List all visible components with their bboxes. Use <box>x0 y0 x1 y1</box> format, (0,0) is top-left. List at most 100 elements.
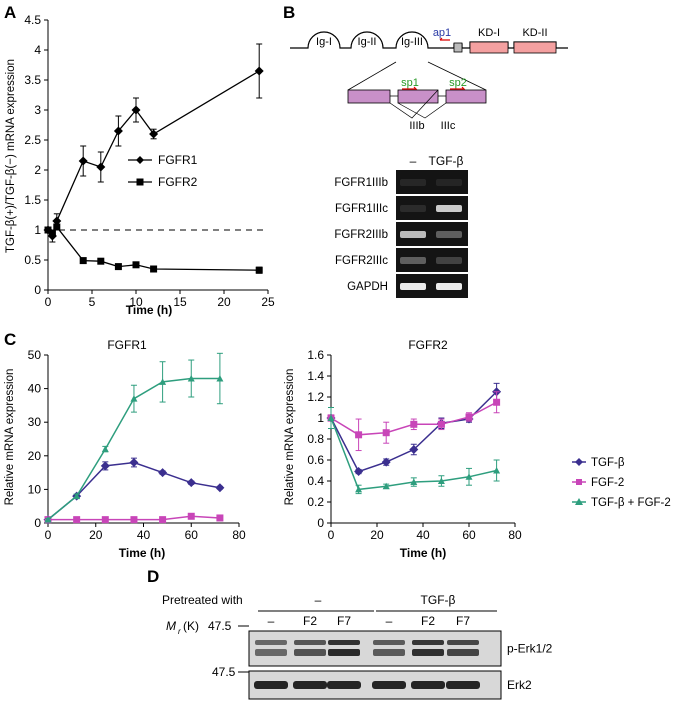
blot-band <box>412 640 444 645</box>
chart-c1-axes: 0 20 40 60 80 0 10 20 30 40 50 <box>28 348 246 542</box>
primer-sp-arrows <box>402 86 466 90</box>
data-point <box>159 516 167 524</box>
panel-label-b: B <box>283 3 295 22</box>
x-tick-label: 60 <box>185 528 199 542</box>
splice-lines <box>389 89 447 119</box>
gel-band <box>436 257 462 264</box>
data-point <box>97 257 105 265</box>
legend-c-tgfb: TGF-β <box>591 457 625 469</box>
exon-b <box>397 89 439 104</box>
x-tick-label: 0 <box>328 528 335 542</box>
y-tick-label: 4 <box>34 43 41 57</box>
x-tick-label: 10 <box>129 295 143 309</box>
y-tick-label: 1 <box>34 223 41 237</box>
lane-label: – <box>386 614 393 628</box>
pretreated-label: Pretreated with <box>162 593 243 607</box>
data-point <box>130 395 138 402</box>
panel-label-d: D <box>147 567 159 586</box>
chart-c2-marks <box>326 382 502 495</box>
group-label-tgfb: TGF-β <box>421 593 456 607</box>
data-point <box>215 483 225 493</box>
gel-band <box>436 283 462 290</box>
lane-label: F7 <box>456 614 470 628</box>
domain-ig1: Ig-I <box>316 36 332 48</box>
chart-c2-xlabel: Time (h) <box>400 546 446 560</box>
blot-band <box>372 681 406 689</box>
chart-c-fgfr1: FGFR1 Relative mRNA expression Time (h) … <box>4 338 246 560</box>
blot-band <box>411 681 445 689</box>
blot-band <box>328 649 360 656</box>
x-tick-label: 15 <box>173 295 187 309</box>
data-point <box>53 223 61 231</box>
data-point <box>129 458 139 468</box>
mr-label-m: M <box>166 619 176 633</box>
data-point <box>437 477 445 484</box>
data-point <box>187 512 195 520</box>
panel-label-a: A <box>4 3 16 22</box>
blot-band <box>294 640 326 645</box>
gel-band <box>400 231 426 238</box>
lane-label: – <box>268 614 275 628</box>
primer-sp2: sp2 <box>449 77 467 89</box>
data-point <box>44 516 52 523</box>
x-tick-label: 5 <box>89 295 96 309</box>
series-line <box>47 70 260 238</box>
panel-label-c: C <box>4 330 16 349</box>
y-tick-label: 10 <box>28 482 42 496</box>
y-tick-label: 1 <box>317 411 324 425</box>
data-point <box>187 375 195 382</box>
data-point <box>493 398 501 406</box>
series-line <box>47 225 260 271</box>
data-point <box>355 431 363 439</box>
gel-row <box>396 170 468 194</box>
data-point <box>186 478 196 488</box>
data-point <box>327 414 335 421</box>
x-tick-label: 80 <box>508 528 522 542</box>
gel-header-control: – <box>410 154 417 168</box>
domain-kd1: KD-I <box>478 27 500 39</box>
y-tick-label: 0.5 <box>24 253 41 267</box>
chart-c2-title: FGFR2 <box>408 338 448 352</box>
chart-c1-ylabel: Relative mRNA expression <box>4 369 16 506</box>
lane-label: F2 <box>421 614 435 628</box>
blot-row <box>248 630 502 667</box>
y-tick-label: 3.5 <box>24 73 41 87</box>
lane-label: F2 <box>303 614 317 628</box>
group-label-control: – <box>315 593 322 607</box>
data-point <box>132 261 140 269</box>
y-tick-label: 50 <box>28 348 42 362</box>
y-tick-label: 0.2 <box>307 495 324 509</box>
x-tick-label: 20 <box>217 295 231 309</box>
data-point <box>48 229 56 237</box>
data-point <box>113 126 123 136</box>
domain-ig3: Ig-III <box>401 36 423 48</box>
chart-c1-title: FGFR1 <box>107 338 147 352</box>
data-point <box>73 516 81 524</box>
data-point <box>354 467 364 477</box>
chart-a-axes: 0 5 10 15 20 25 0 0.5 1 1.5 2 2.5 3 3.5 4 4.5 <box>24 13 275 309</box>
data-point <box>410 420 418 428</box>
y-tick-label: 0.6 <box>307 453 324 467</box>
data-point <box>130 516 138 524</box>
x-tick-label: 0 <box>45 528 52 542</box>
y-tick-label: 0 <box>34 283 41 297</box>
mr-label-r: r <box>178 627 181 636</box>
y-tick-label: 1.5 <box>24 193 41 207</box>
chart-c-legend: TGF-β FGF-2 TGF-β + FGF-2 <box>572 457 671 509</box>
x-tick-label: 40 <box>416 528 430 542</box>
chart-c-fgfr2: FGFR2 Relative mRNA expression Time (h) … <box>284 338 522 560</box>
exon-label-iiib: IIIb <box>409 120 424 132</box>
y-tick-label: 1.6 <box>307 348 324 362</box>
series-line <box>47 461 221 521</box>
gel-band <box>400 205 426 212</box>
data-point <box>355 485 363 493</box>
gel-row-label: FGFR2IIIb <box>334 229 388 241</box>
blot-band <box>293 681 327 689</box>
chart-c1-xlabel: Time (h) <box>119 546 165 560</box>
chart-a: TGF-β(+)/TGF-β(−) mRNA expression Time (… <box>5 13 275 317</box>
blot-band <box>373 649 405 656</box>
mr-value-2: 47.5 <box>212 665 236 679</box>
legend-square-marker <box>136 178 144 186</box>
legend-c-fgf2: FGF-2 <box>591 477 624 489</box>
